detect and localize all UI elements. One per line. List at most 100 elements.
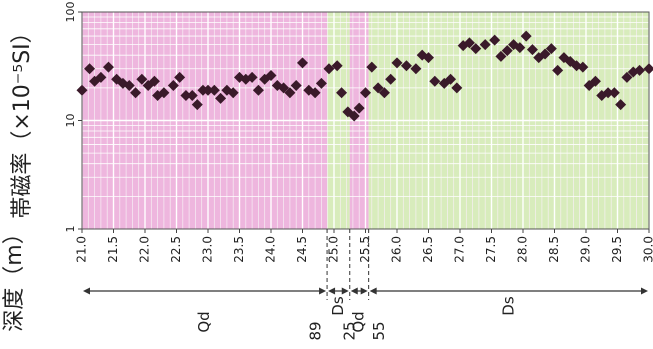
data-point [451, 82, 463, 94]
boundary-depth-label: 89 [307, 321, 325, 340]
zone-arrow-head-right [341, 287, 349, 295]
data-point [589, 75, 601, 87]
data-point [602, 87, 614, 99]
data-point [180, 89, 192, 101]
data-point [372, 82, 384, 94]
data-point [136, 73, 148, 85]
x-tick-label: 22.5 [169, 236, 183, 263]
data-point [514, 42, 526, 54]
x-tick-label: 24.0 [264, 236, 278, 263]
data-point [391, 57, 403, 69]
x-tick-label: 27.0 [453, 236, 467, 263]
data-point [158, 87, 170, 99]
data-point [186, 89, 198, 101]
data-point [400, 60, 412, 72]
data-point [227, 87, 239, 99]
data-point [577, 61, 589, 73]
x-tick-label: 23.5 [232, 236, 246, 263]
data-point [174, 71, 186, 83]
data-point [246, 71, 258, 83]
data-point [608, 87, 620, 99]
data-point [348, 110, 360, 122]
zone-arrow-head-left [83, 287, 90, 295]
x-tick-label: 21.5 [106, 236, 120, 263]
data-point [501, 45, 513, 57]
data-point [495, 50, 507, 62]
data-point [202, 84, 214, 96]
data-point [378, 87, 390, 99]
y-tick-label: 100 [64, 2, 77, 23]
zone-label: Ds [329, 296, 347, 316]
x-tick-label: 25.5 [358, 236, 372, 263]
x-tick-label: 29.5 [610, 236, 624, 263]
zone-arrow-head-left [369, 287, 377, 295]
boundary-depth-label: 25 [340, 321, 358, 340]
x-tick-label: 22.0 [138, 236, 152, 263]
data-point [410, 63, 422, 75]
data-point [95, 71, 107, 83]
data-point [76, 84, 88, 96]
data-point [463, 37, 475, 49]
data-point [315, 77, 327, 89]
data-point [290, 80, 302, 92]
data-point [564, 55, 576, 67]
data-point [84, 63, 96, 75]
data-point [366, 61, 378, 73]
data-point [615, 99, 627, 111]
data-point [265, 69, 277, 81]
y-tick-label: 10 [64, 114, 77, 128]
x-tick-label: 26.0 [390, 236, 404, 263]
x-tick-label: 25.0 [327, 236, 341, 263]
data-point [545, 43, 557, 55]
data-point [215, 92, 227, 104]
y-tick-label: 1 [64, 226, 77, 233]
boundary-depth-label: 55 [370, 321, 388, 340]
data-point [148, 75, 160, 87]
data-point [130, 87, 142, 99]
zone-arrow-head-right [319, 287, 327, 295]
data-point [331, 60, 343, 72]
data-point [520, 30, 532, 42]
data-point [526, 44, 538, 56]
data-point [470, 43, 482, 55]
data-point [634, 64, 646, 76]
x-tick-label: 28.0 [516, 236, 530, 263]
zone-label: Qd [350, 311, 368, 332]
zone-arrow-head-right [641, 287, 648, 295]
zone-arrow-head-left [350, 287, 358, 295]
data-point [385, 73, 397, 85]
data-point [539, 48, 551, 60]
data-point [423, 52, 434, 64]
x-tick-label: 24.5 [295, 236, 309, 263]
zone-arrow-head-left [328, 287, 336, 295]
data-point [621, 71, 633, 83]
data-point [102, 61, 114, 73]
x-tick-label: 21.0 [75, 236, 89, 263]
data-point [552, 64, 564, 76]
x-tick-label: 23.0 [201, 236, 215, 263]
data-point [353, 102, 365, 114]
data-point [489, 34, 501, 46]
data-point [123, 80, 135, 92]
x-tick-label: 28.5 [547, 236, 561, 263]
data-point [191, 99, 203, 111]
data-point [445, 73, 457, 85]
data-point [297, 57, 308, 69]
zone-label: Qd [195, 311, 213, 332]
data-point [336, 87, 348, 99]
data-point [429, 75, 441, 87]
data-point [309, 87, 321, 99]
data-point [323, 63, 335, 75]
data-point [360, 87, 371, 99]
data-point [252, 84, 264, 96]
data-point [208, 84, 220, 96]
x-tick-label: 29.0 [579, 236, 593, 263]
data-point [479, 39, 491, 51]
zone-label: Ds [499, 296, 517, 316]
x-tick-label: 30.0 [642, 236, 653, 263]
data-point [167, 80, 179, 92]
x-tick-label: 26.5 [421, 236, 435, 263]
data-point [284, 87, 296, 99]
data-point [278, 82, 290, 94]
